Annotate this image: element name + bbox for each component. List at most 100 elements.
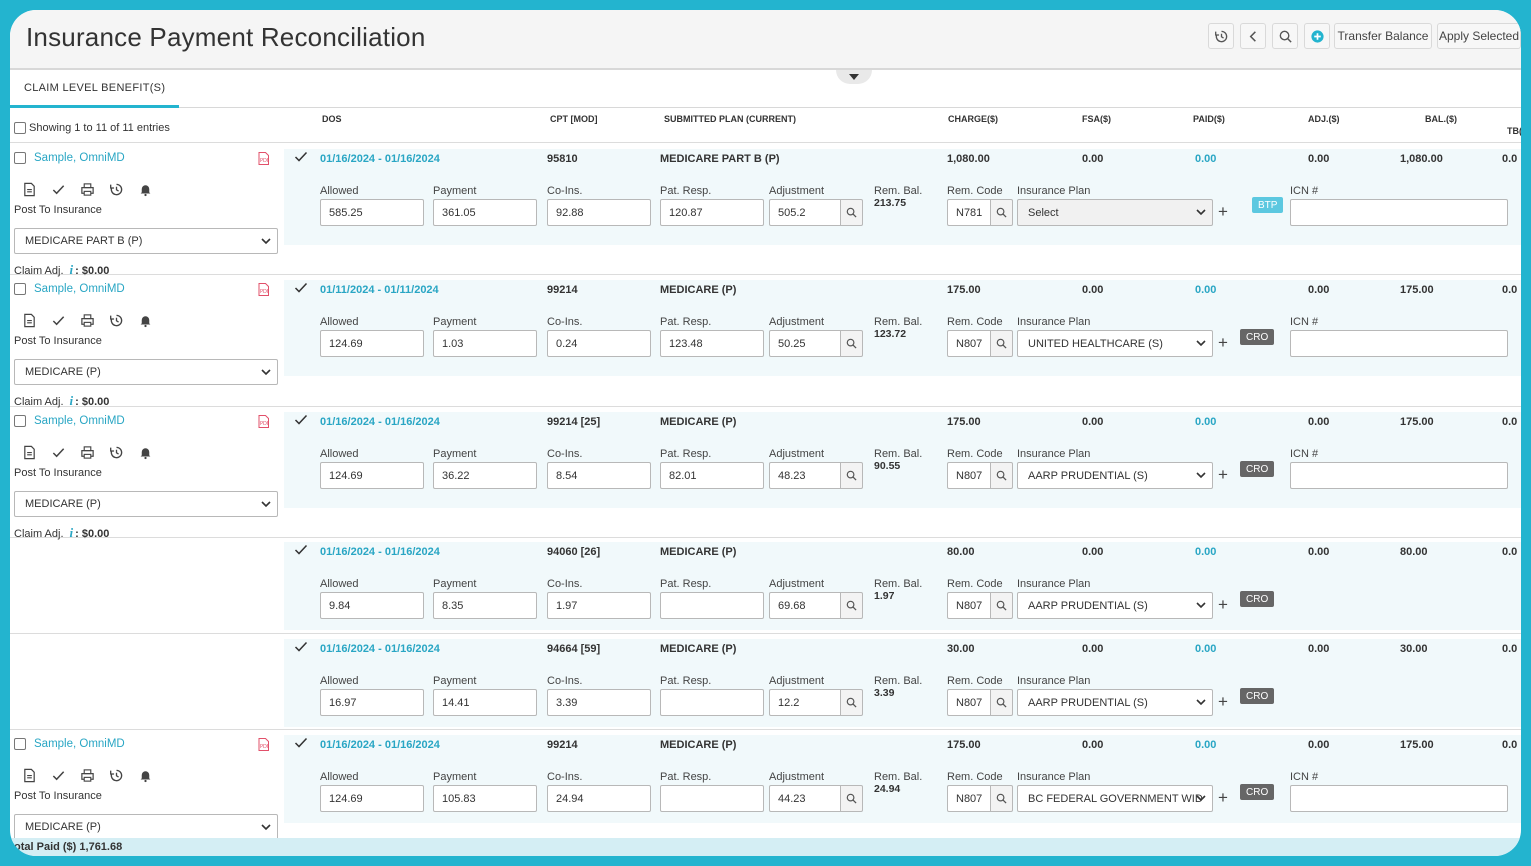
payment-input[interactable]: 1.03 bbox=[433, 330, 537, 357]
checkmark-icon[interactable] bbox=[51, 313, 66, 328]
print-icon[interactable] bbox=[80, 768, 95, 783]
document-icon[interactable] bbox=[22, 445, 37, 460]
dos-link[interactable]: 01/16/2024 - 01/16/2024 bbox=[320, 416, 440, 428]
remcode-input[interactable]: N807 bbox=[947, 785, 991, 812]
remcode-search-button[interactable] bbox=[991, 689, 1013, 716]
claim-checkbox[interactable] bbox=[14, 415, 26, 427]
insurance-plan-select[interactable]: AARP PRUDENTIAL (S) bbox=[1017, 462, 1213, 489]
status-badge[interactable]: CRO bbox=[1240, 591, 1275, 607]
remcode-input[interactable]: N807 bbox=[947, 592, 991, 619]
patresp-input[interactable] bbox=[660, 592, 764, 619]
adjustment-input[interactable]: 505.2 bbox=[769, 199, 841, 226]
icn-input[interactable] bbox=[1290, 462, 1508, 489]
pdf-icon[interactable]: PDF bbox=[258, 283, 269, 296]
add-plan-button[interactable]: + bbox=[1218, 202, 1228, 221]
checkmark-icon[interactable] bbox=[294, 414, 308, 426]
status-badge[interactable]: CRO bbox=[1240, 461, 1275, 477]
remcode-search-button[interactable] bbox=[991, 592, 1013, 619]
insurance-plan-select[interactable]: AARP PRUDENTIAL (S) bbox=[1017, 592, 1213, 619]
patient-link[interactable]: Sample, OmniMD bbox=[34, 283, 125, 295]
checkmark-icon[interactable] bbox=[294, 737, 308, 749]
add-plan-button[interactable]: + bbox=[1218, 788, 1228, 807]
patient-link[interactable]: Sample, OmniMD bbox=[34, 738, 125, 750]
adjustment-search-button[interactable] bbox=[841, 689, 863, 716]
add-plan-button[interactable]: + bbox=[1218, 465, 1228, 484]
history-icon[interactable] bbox=[109, 182, 124, 197]
bell-icon[interactable] bbox=[138, 182, 153, 197]
history-icon[interactable] bbox=[109, 313, 124, 328]
allowed-input[interactable]: 16.97 bbox=[320, 689, 424, 716]
adjustment-search-button[interactable] bbox=[841, 199, 863, 226]
adjustment-search-button[interactable] bbox=[841, 785, 863, 812]
bell-icon[interactable] bbox=[138, 313, 153, 328]
adjustment-input[interactable]: 48.23 bbox=[769, 462, 841, 489]
checkmark-icon[interactable] bbox=[51, 182, 66, 197]
tab-claim-level-benefits[interactable]: CLAIM LEVEL BENEFIT(S) bbox=[10, 70, 180, 108]
add-plan-button[interactable]: + bbox=[1218, 595, 1228, 614]
remcode-input[interactable]: N807 bbox=[947, 330, 991, 357]
status-badge[interactable]: CRO bbox=[1240, 688, 1275, 704]
post-to-insurance-select[interactable]: MEDICARE PART B (P) bbox=[14, 228, 278, 254]
adjustment-input[interactable]: 69.68 bbox=[769, 592, 841, 619]
payment-input[interactable]: 105.83 bbox=[433, 785, 537, 812]
patresp-input[interactable] bbox=[660, 689, 764, 716]
history-button[interactable] bbox=[1208, 23, 1234, 49]
apply-selected-button[interactable]: Apply Selected bbox=[1437, 23, 1521, 49]
dos-link[interactable]: 01/16/2024 - 01/16/2024 bbox=[320, 643, 440, 655]
icn-input[interactable] bbox=[1290, 199, 1508, 226]
post-to-insurance-select[interactable]: MEDICARE (P) bbox=[14, 491, 278, 517]
allowed-input[interactable]: 9.84 bbox=[320, 592, 424, 619]
checkmark-icon[interactable] bbox=[294, 544, 308, 556]
insurance-plan-select[interactable]: Select bbox=[1017, 199, 1213, 226]
document-icon[interactable] bbox=[22, 182, 37, 197]
icn-input[interactable] bbox=[1290, 330, 1508, 357]
info-icon[interactable]: i bbox=[69, 525, 74, 540]
remcode-input[interactable]: N781 bbox=[947, 199, 991, 226]
bell-icon[interactable] bbox=[138, 445, 153, 460]
history-icon[interactable] bbox=[109, 445, 124, 460]
add-button[interactable] bbox=[1304, 23, 1330, 49]
patresp-input[interactable]: 82.01 bbox=[660, 462, 764, 489]
add-plan-button[interactable]: + bbox=[1218, 333, 1228, 352]
adjustment-input[interactable]: 50.25 bbox=[769, 330, 841, 357]
insurance-plan-select[interactable]: AARP PRUDENTIAL (S) bbox=[1017, 689, 1213, 716]
allowed-input[interactable]: 585.25 bbox=[320, 199, 424, 226]
remcode-search-button[interactable] bbox=[991, 462, 1013, 489]
dos-link[interactable]: 01/16/2024 - 01/16/2024 bbox=[320, 739, 440, 751]
checkmark-icon[interactable] bbox=[294, 151, 308, 163]
dos-link[interactable]: 01/16/2024 - 01/16/2024 bbox=[320, 153, 440, 165]
back-button[interactable] bbox=[1240, 23, 1266, 49]
coins-input[interactable]: 8.54 bbox=[547, 462, 651, 489]
icn-input[interactable] bbox=[1290, 785, 1508, 812]
transfer-balance-button[interactable]: Transfer Balance bbox=[1334, 23, 1432, 49]
allowed-input[interactable]: 124.69 bbox=[320, 462, 424, 489]
coins-input[interactable]: 1.97 bbox=[547, 592, 651, 619]
dos-link[interactable]: 01/11/2024 - 01/11/2024 bbox=[320, 284, 439, 296]
document-icon[interactable] bbox=[22, 313, 37, 328]
coins-input[interactable]: 3.39 bbox=[547, 689, 651, 716]
allowed-input[interactable]: 124.69 bbox=[320, 785, 424, 812]
claim-checkbox[interactable] bbox=[14, 283, 26, 295]
payment-input[interactable]: 8.35 bbox=[433, 592, 537, 619]
patresp-input[interactable]: 123.48 bbox=[660, 330, 764, 357]
select-all-checkbox[interactable] bbox=[14, 122, 26, 134]
adjustment-search-button[interactable] bbox=[841, 592, 863, 619]
insurance-plan-select[interactable]: UNITED HEALTHCARE (S) bbox=[1017, 330, 1213, 357]
status-badge[interactable]: BTP bbox=[1252, 197, 1284, 213]
remcode-input[interactable]: N807 bbox=[947, 689, 991, 716]
adjustment-search-button[interactable] bbox=[841, 462, 863, 489]
patient-link[interactable]: Sample, OmniMD bbox=[34, 152, 125, 164]
history-icon[interactable] bbox=[109, 768, 124, 783]
post-to-insurance-select[interactable]: MEDICARE (P) bbox=[14, 359, 278, 385]
payment-input[interactable]: 14.41 bbox=[433, 689, 537, 716]
checkmark-icon[interactable] bbox=[51, 445, 66, 460]
info-icon[interactable]: i bbox=[69, 262, 74, 277]
search-button[interactable] bbox=[1272, 23, 1298, 49]
adjustment-search-button[interactable] bbox=[841, 330, 863, 357]
coins-input[interactable]: 0.24 bbox=[547, 330, 651, 357]
payment-input[interactable]: 361.05 bbox=[433, 199, 537, 226]
pdf-icon[interactable]: PDF bbox=[258, 738, 269, 751]
adjustment-input[interactable]: 12.2 bbox=[769, 689, 841, 716]
adjustment-input[interactable]: 44.23 bbox=[769, 785, 841, 812]
status-badge[interactable]: CRO bbox=[1240, 329, 1275, 345]
